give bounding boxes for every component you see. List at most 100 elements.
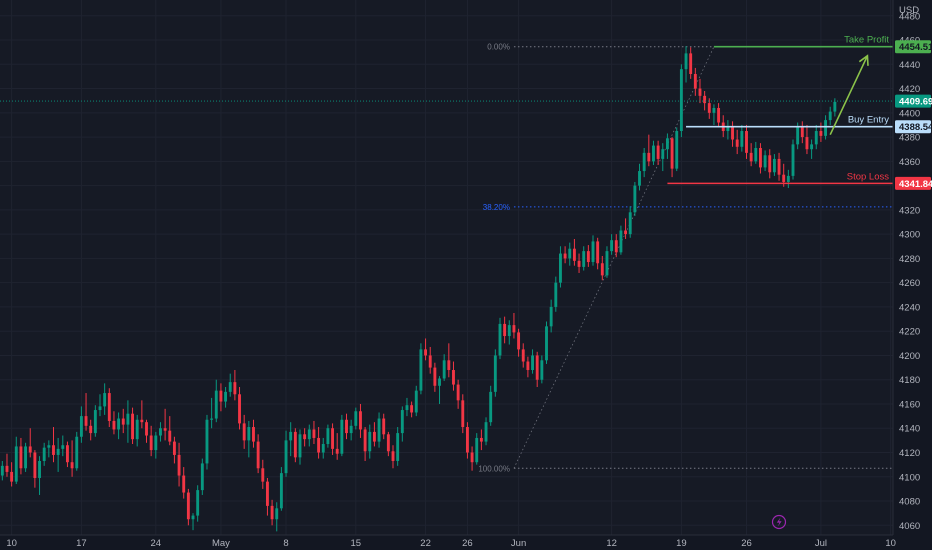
candle-body <box>247 427 251 441</box>
candle-body <box>28 446 32 453</box>
candle-body <box>410 405 414 413</box>
candle-body <box>642 152 646 172</box>
candle-body <box>596 241 600 264</box>
candle-body <box>749 152 753 162</box>
candle-body <box>703 95 707 104</box>
candle-body <box>521 349 525 362</box>
y-tick-label: 4280 <box>899 254 920 265</box>
candle-body <box>768 155 772 173</box>
candle-body <box>484 422 488 442</box>
candle-body <box>786 175 790 182</box>
candle-body <box>238 394 241 424</box>
candle-body <box>740 131 744 147</box>
y-tick-label: 4440 <box>899 60 920 71</box>
candle-body <box>707 103 711 113</box>
take-profit-price-badge <box>895 40 931 54</box>
stop-loss-price-badge <box>895 176 931 190</box>
candle-body <box>224 391 228 402</box>
candle-body <box>317 437 321 453</box>
candle-body <box>172 441 176 455</box>
time-axis[interactable] <box>0 535 932 550</box>
candle-body <box>605 251 609 276</box>
candle-body <box>800 127 804 138</box>
candle-body <box>391 451 395 461</box>
candle-body <box>131 413 134 440</box>
x-tick-label: 10 <box>885 538 896 549</box>
candle-body <box>638 171 641 186</box>
x-tick-label: 8 <box>283 538 288 549</box>
currency-label: USD <box>899 5 919 16</box>
candle-body <box>354 411 358 426</box>
take-profit-price-text: 4454.51 <box>899 42 932 53</box>
candle-body <box>461 400 465 428</box>
candle-body <box>419 349 423 391</box>
last-price-price-badge <box>895 94 931 108</box>
y-tick-label: 4140 <box>899 424 920 435</box>
target-arrow-shaft <box>829 55 869 136</box>
candle-body <box>833 101 837 112</box>
candle-body <box>126 413 130 425</box>
candle-body <box>321 444 325 453</box>
candle-body <box>614 240 618 253</box>
candle-body <box>396 433 400 461</box>
buy-entry-price-badge <box>895 120 931 134</box>
candle-body <box>675 131 679 169</box>
x-tick-label: 17 <box>76 538 87 549</box>
candle-body <box>279 473 283 509</box>
y-tick-label: 4400 <box>899 108 920 119</box>
y-tick-label: 4100 <box>899 472 920 483</box>
lightning-icon[interactable] <box>771 514 787 530</box>
candle-body <box>424 349 428 356</box>
candle-body <box>65 445 69 463</box>
candle-body <box>745 131 748 153</box>
buy-entry-label: Buy Entry <box>848 115 889 126</box>
y-tick-label: 4120 <box>899 448 920 459</box>
candle-body <box>805 137 809 150</box>
candle-body <box>275 508 279 520</box>
candle-body <box>503 323 507 337</box>
candle-body <box>256 441 260 469</box>
candle-body <box>493 355 497 392</box>
candle-body <box>665 138 669 150</box>
y-tick-label: 4420 <box>899 84 920 95</box>
candle-body <box>219 390 223 402</box>
stop-loss-label: Stop Loss <box>847 171 889 182</box>
candle-body <box>479 437 483 442</box>
x-tick-label: 15 <box>351 538 362 549</box>
candle-body <box>56 448 60 455</box>
candle-body <box>628 212 632 235</box>
candle-body <box>261 468 265 482</box>
candle-body <box>112 420 116 430</box>
candle-body <box>186 492 190 520</box>
candle-body <box>103 393 107 407</box>
y-tick-label: 4080 <box>899 497 920 508</box>
candle-body <box>447 360 451 371</box>
candle-body <box>689 53 693 75</box>
candle-body <box>582 251 586 267</box>
candle-body <box>428 355 432 368</box>
candle-body <box>10 471 14 482</box>
candle-body <box>0 465 4 476</box>
candle-body <box>717 107 721 123</box>
buy-entry-price-text: 4388.54 <box>899 122 932 133</box>
candle-body <box>679 69 683 132</box>
y-tick-label: 4360 <box>899 157 920 168</box>
candle-body <box>670 138 674 169</box>
target-arrow-head <box>858 54 869 66</box>
candle-body <box>372 431 376 442</box>
y-tick-label: 4260 <box>899 278 920 289</box>
candle-body <box>652 145 655 162</box>
price-axis[interactable] <box>893 0 932 535</box>
x-tick-label: 19 <box>676 538 687 549</box>
candle-body <box>359 411 362 430</box>
candle-body <box>121 418 125 425</box>
candle-body <box>98 406 102 411</box>
candle-body <box>252 427 255 442</box>
candle-body <box>159 428 162 436</box>
candle-body <box>442 360 446 379</box>
candle-body <box>340 419 344 454</box>
candle-body <box>84 416 88 426</box>
candle-body <box>154 435 158 451</box>
